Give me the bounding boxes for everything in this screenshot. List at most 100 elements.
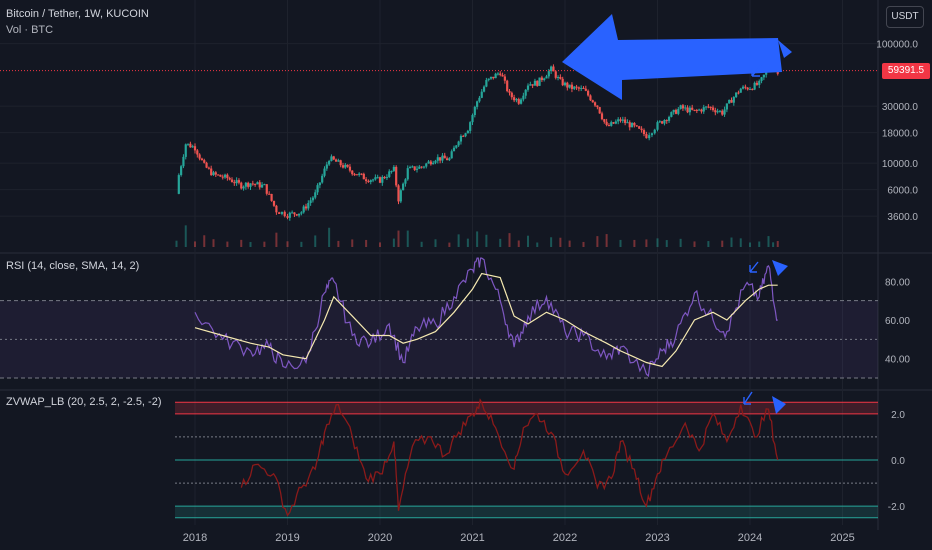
- volume-bar: [406, 230, 409, 247]
- candle-body: [526, 85, 530, 90]
- candle-body: [476, 101, 479, 107]
- price-tick-label: 3600.0: [887, 212, 918, 223]
- x-tick-label: 2024: [738, 532, 762, 544]
- candle-body: [316, 185, 319, 193]
- candle-body: [681, 105, 685, 109]
- candle-body: [496, 73, 500, 75]
- volume-bar: [772, 242, 775, 247]
- symbol-title[interactable]: Bitcoin / Tether, 1W, KUCOIN: [6, 8, 149, 20]
- candle-body: [665, 120, 668, 122]
- candle-body: [265, 184, 268, 194]
- candle-body: [559, 76, 562, 79]
- candle-body: [478, 97, 481, 102]
- candle-body: [607, 125, 611, 127]
- zvwap-title[interactable]: ZVWAP_LB (20, 2.5, 2, -2.5, -2): [6, 396, 162, 408]
- candle-body: [184, 144, 187, 157]
- candle-body: [723, 109, 726, 115]
- candle-body: [501, 74, 504, 77]
- volume-bar: [392, 238, 395, 247]
- candle-body: [302, 206, 305, 213]
- candle-body: [589, 95, 592, 101]
- currency-button[interactable]: USDT: [886, 6, 924, 28]
- candle-body: [577, 87, 580, 89]
- volume-bar: [568, 240, 571, 247]
- rsi-title[interactable]: RSI (14, close, SMA, 14, 2): [6, 260, 140, 272]
- candle-body: [633, 122, 636, 126]
- candle-body: [381, 177, 384, 183]
- candle-body: [667, 116, 671, 121]
- candle-body: [237, 180, 241, 183]
- candle-body: [441, 155, 444, 161]
- candle-body: [443, 155, 446, 159]
- volume-label[interactable]: Vol · BTC: [6, 24, 54, 36]
- candle-body: [337, 160, 340, 162]
- candle-body: [621, 119, 624, 121]
- candle-body: [422, 166, 426, 168]
- candle-body: [448, 158, 451, 161]
- volume-bar: [499, 238, 502, 247]
- candle-body: [221, 176, 224, 178]
- candle-body: [672, 109, 675, 113]
- candle-body: [376, 177, 379, 179]
- candle-body: [762, 74, 765, 78]
- candle-body: [466, 130, 469, 134]
- volume-bar: [434, 239, 437, 247]
- volume-bar: [203, 235, 206, 247]
- candle-body: [450, 151, 453, 159]
- price-tick-label: 18000.0: [882, 129, 919, 140]
- candle-body: [519, 99, 523, 104]
- candle-body: [205, 162, 208, 168]
- candle-body: [280, 211, 284, 214]
- candle-body: [214, 172, 217, 175]
- volume-bar: [707, 241, 710, 247]
- candle-body: [744, 86, 747, 88]
- candle-body: [399, 190, 402, 202]
- candle-body: [603, 119, 606, 122]
- candle-body: [677, 108, 680, 114]
- volume-bar: [476, 231, 479, 247]
- candle-body: [584, 88, 587, 91]
- candle-body: [714, 110, 717, 113]
- candle-body: [638, 126, 641, 129]
- volume-bar: [194, 241, 196, 247]
- candle-body: [411, 166, 414, 168]
- candle-body: [278, 212, 281, 214]
- candle-body: [362, 173, 365, 180]
- candle-body: [432, 162, 435, 165]
- zvwap-small-arrow: [743, 391, 753, 405]
- candle-body: [226, 174, 229, 179]
- candle-body: [471, 115, 474, 123]
- candle-body: [658, 121, 661, 123]
- candle-body: [251, 183, 254, 185]
- candle-body: [249, 183, 252, 187]
- candle-body: [429, 161, 432, 165]
- candle-body: [503, 76, 506, 81]
- candle-body: [203, 160, 206, 163]
- candle-body: [732, 97, 735, 103]
- volume-bar: [420, 241, 423, 247]
- x-tick-label: 2025: [830, 532, 854, 544]
- volume-bar: [665, 240, 668, 247]
- candle-body: [247, 182, 250, 187]
- candle-body: [563, 82, 567, 86]
- candle-body: [469, 122, 472, 131]
- candle-body: [413, 166, 416, 170]
- volume-bar: [767, 236, 770, 247]
- candle-body: [360, 173, 363, 175]
- rsi-tick-label: 80.00: [885, 277, 910, 288]
- candle-body: [353, 174, 356, 176]
- candle-body: [536, 80, 539, 86]
- candle-body: [210, 168, 213, 176]
- volume-bar: [314, 235, 317, 247]
- candle-body: [628, 122, 631, 128]
- candle-body: [684, 107, 687, 109]
- x-tick-label: 2019: [275, 532, 299, 544]
- volume-bar: [184, 225, 187, 247]
- candle-body: [219, 174, 222, 177]
- candle-body: [462, 135, 465, 137]
- volume-bar: [457, 234, 460, 247]
- volume-bar: [466, 238, 469, 247]
- arrow-marker: [778, 40, 792, 58]
- candle-body: [492, 76, 495, 79]
